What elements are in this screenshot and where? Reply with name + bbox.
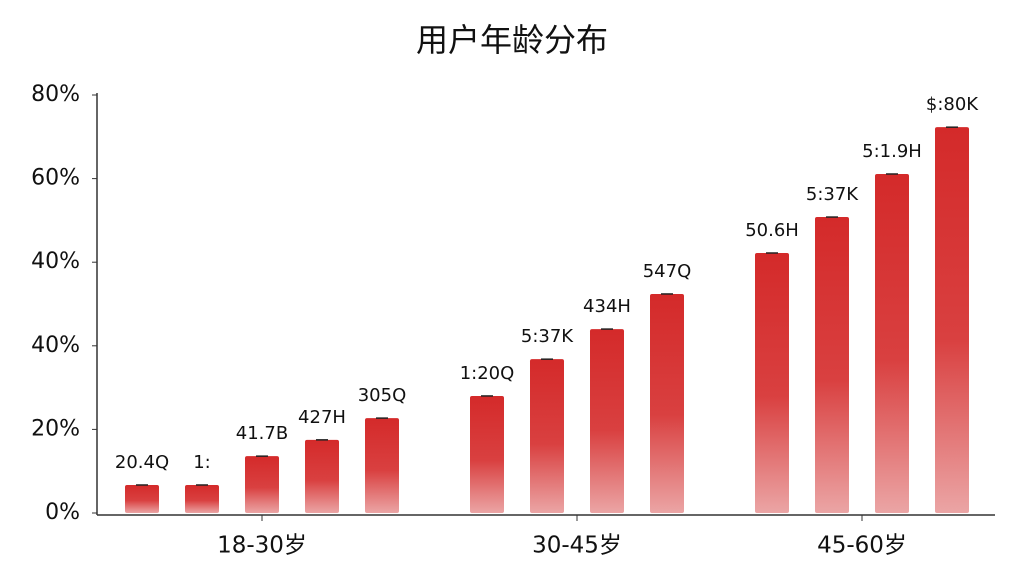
bar-label: $:80K [926,94,979,115]
bar-label: 5:37K [806,184,859,205]
bar-label: 547Q [643,261,692,282]
bar-label: 20.4Q [115,452,169,473]
bar-label: 50.6H [745,220,799,241]
y-tick-label: 40% [31,333,80,358]
y-tick-label: 20% [31,416,80,441]
y-tick-label: 0% [45,500,80,525]
bar [935,127,969,513]
bar [185,484,219,513]
bar-label: 427H [298,407,346,428]
bar-label: 41.7B [236,423,288,444]
bar [470,395,504,513]
group-label: 45-60岁 [817,533,907,559]
bar [815,217,849,513]
group-label: 30-45岁 [532,533,622,559]
bar [755,253,789,513]
bar [125,484,159,513]
y-tick-label: 40% [31,249,80,274]
bar [245,456,279,513]
bar [650,293,684,513]
bar [875,174,909,513]
bar-label: 434H [583,296,631,317]
bar [590,329,624,513]
group-label: 18-30岁 [217,533,307,559]
bar-label: 5:1.9H [862,141,922,162]
bar-label: 1: [193,452,211,473]
bar-label: 5:37K [521,326,574,347]
bar [530,359,564,513]
bar-label: 1:20Q [460,363,515,384]
bar [365,418,399,513]
bar [305,439,339,513]
y-tick-label: 60% [31,166,80,191]
y-tick-label: 80% [31,82,80,107]
chart-title: 用户年龄分布 [416,21,608,59]
bar-label: 305Q [358,385,407,406]
